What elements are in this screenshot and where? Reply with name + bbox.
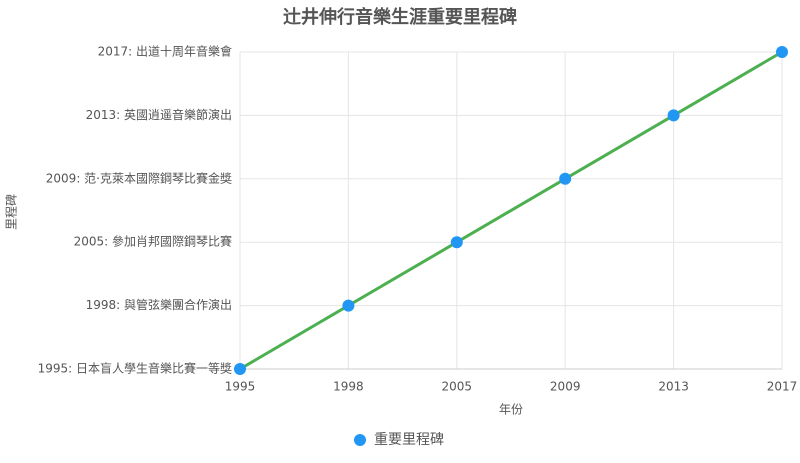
y-tick-label: 2005: 參加肖邦國際鋼琴比賽 (74, 234, 232, 249)
y-axis-title: 里程碑 (4, 194, 19, 230)
data-point (342, 299, 355, 312)
data-point (776, 46, 788, 58)
y-tick-label: 1995: 日本盲人學生音樂比賽一等獎 (38, 361, 232, 376)
x-tick-label: 2013 (658, 380, 689, 394)
y-tick-label: 1998: 與管弦樂團合作演出 (86, 297, 232, 312)
legend-label: 重要里程碑 (374, 432, 444, 448)
x-tick-label: 2009 (550, 380, 581, 394)
data-point (559, 172, 572, 185)
x-tick-label: 2017 (767, 380, 798, 394)
y-tick-label: 2013: 英國逍遥音樂節演出 (86, 107, 232, 122)
x-tick-label: 1998 (333, 380, 364, 394)
data-point (234, 363, 246, 375)
x-tick-label: 2005 (442, 380, 473, 394)
series-line (239, 50, 783, 371)
legend-marker (354, 434, 366, 446)
data-point (667, 109, 680, 122)
x-tick-label: 1995 (225, 380, 256, 394)
y-tick-label: 2009: 范·克萊本國際鋼琴比賽金獎 (46, 170, 232, 185)
data-point (450, 236, 463, 249)
x-axis-title: 年份 (499, 403, 523, 417)
chart-title: 辻井伸行音樂生涯重要里程碑 (283, 6, 517, 28)
y-tick-label: 2017: 出道十周年音樂會 (98, 44, 232, 59)
